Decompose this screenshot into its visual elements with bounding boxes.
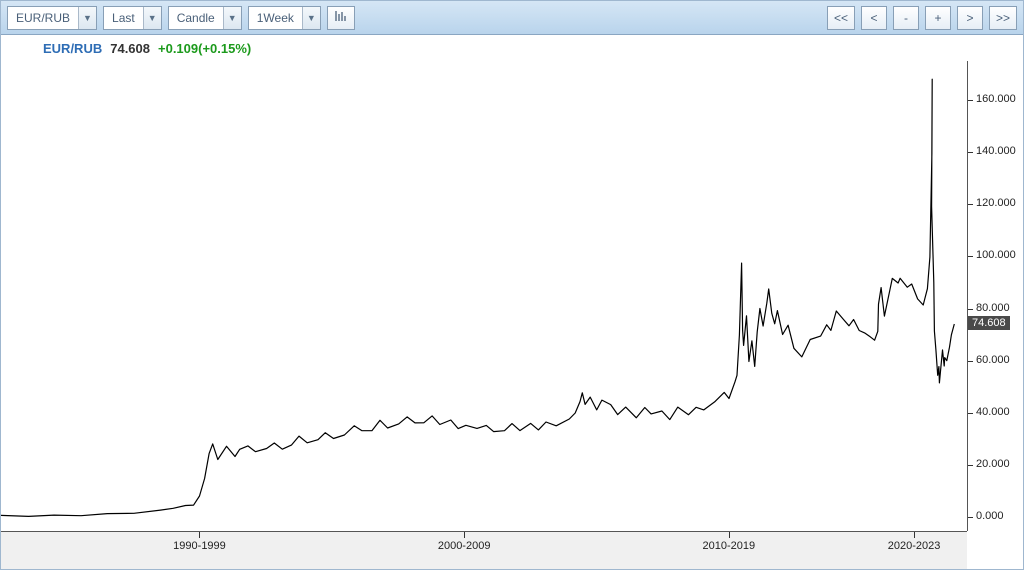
y-tick-label: 20.000 — [976, 458, 1010, 470]
field-dropdown[interactable]: Last ▼ — [103, 6, 162, 30]
y-tick-label: 60.000 — [976, 354, 1010, 366]
indicators-button[interactable] — [327, 6, 355, 30]
quote-line: EUR/RUB 74.608 +0.109(+0.15%) — [1, 35, 1023, 61]
zoom-in-button[interactable]: + — [925, 6, 951, 30]
y-tick-label: 100.000 — [976, 249, 1016, 261]
chart-window: EUR/RUB ▼ Last ▼ Candle ▼ 1Week ▼ — [0, 0, 1024, 570]
field-dropdown-label: Last — [104, 7, 143, 29]
y-tick-label: 40.000 — [976, 406, 1010, 418]
y-tick-label: 140.000 — [976, 145, 1016, 157]
quote-change: +0.109(+0.15%) — [158, 41, 251, 56]
y-axis: 0.000 20.000 40.000 60.000 80.000 100.000 120.… — [967, 61, 1023, 531]
interval-dropdown-label: 1Week — [249, 7, 302, 29]
price-plot[interactable] — [1, 61, 967, 531]
indicators-icon — [334, 9, 348, 26]
style-dropdown[interactable]: Candle ▼ — [168, 6, 242, 30]
x-tick-label: 2010-2019 — [702, 540, 755, 552]
x-tick-label: 2000-2009 — [438, 540, 491, 552]
toolbar: EUR/RUB ▼ Last ▼ Candle ▼ 1Week ▼ — [1, 1, 1023, 35]
chevron-down-icon: ▼ — [223, 7, 241, 29]
zoom-out-button[interactable]: - — [893, 6, 919, 30]
quote-last: 74.608 — [110, 41, 150, 56]
x-axis: 1990-1999 2000-2009 2010-2019 2020-2023 — [1, 531, 967, 569]
chevron-down-icon: ▼ — [78, 7, 96, 29]
toolbar-left: EUR/RUB ▼ Last ▼ Candle ▼ 1Week ▼ — [7, 6, 355, 30]
chart-area: EUR/RUB 74.608 +0.109(+0.15%) 0.000 20.00… — [1, 35, 1023, 569]
quote-symbol: EUR/RUB — [43, 41, 102, 56]
nav-prev-button[interactable]: < — [861, 6, 887, 30]
style-dropdown-label: Candle — [169, 7, 223, 29]
symbol-dropdown-label: EUR/RUB — [8, 7, 78, 29]
x-tick-label: 1990-1999 — [173, 540, 226, 552]
toolbar-right: << < - + > >> — [827, 6, 1017, 30]
y-tick-label: 120.000 — [976, 197, 1016, 209]
nav-last-button[interactable]: >> — [989, 6, 1017, 30]
y-current-marker: 74.608 — [968, 316, 1010, 330]
symbol-dropdown[interactable]: EUR/RUB ▼ — [7, 6, 97, 30]
nav-first-button[interactable]: << — [827, 6, 855, 30]
interval-dropdown[interactable]: 1Week ▼ — [248, 6, 321, 30]
chevron-down-icon: ▼ — [143, 7, 161, 29]
chevron-down-icon: ▼ — [302, 7, 320, 29]
plot-row: 0.000 20.000 40.000 60.000 80.000 100.000 120.… — [1, 61, 1023, 531]
nav-next-button[interactable]: > — [957, 6, 983, 30]
y-tick-label: 80.000 — [976, 302, 1010, 314]
y-tick-label: 160.000 — [976, 93, 1016, 105]
x-tick-label: 2020-2023 — [888, 540, 941, 552]
y-tick-label: 0.000 — [976, 510, 1004, 522]
